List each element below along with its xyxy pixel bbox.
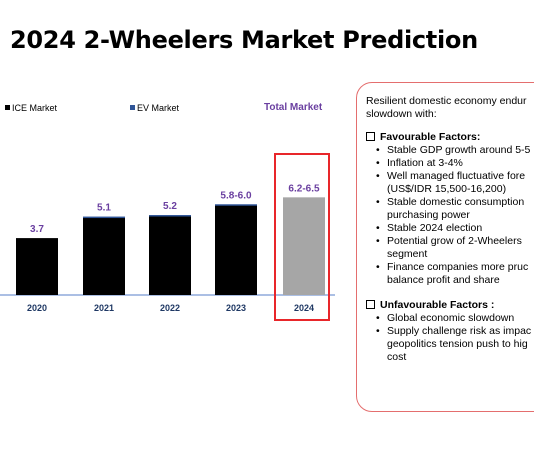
- checkbox-icon: [366, 300, 375, 309]
- factor-item-line: Finance companies more pruc: [387, 261, 529, 273]
- factor-item-line: Stable 2024 election: [387, 222, 483, 234]
- factor-item-line: Supply challenge risk as impac: [387, 325, 532, 337]
- bar-ev-2021: [83, 216, 125, 219]
- legend-total-label: Total Market: [264, 102, 323, 113]
- intro-line: slowdown with:: [366, 108, 437, 120]
- data-label-2020: 3.7: [30, 224, 44, 235]
- factor-item-line: Well managed fluctuative fore: [387, 170, 526, 182]
- favourable-heading: Favourable Factors:: [366, 131, 534, 144]
- data-label-2022: 5.2: [163, 201, 177, 212]
- factor-item-line: (US$/IDR 15,500-16,200): [387, 183, 507, 195]
- bar-ev-2022: [149, 215, 191, 217]
- bar-ev-2023: [215, 204, 257, 206]
- bar-ice-2021: [83, 217, 125, 295]
- page-title: 2024 2-Wheelers Market Prediction: [10, 26, 478, 54]
- legend-ev: EV Market: [130, 103, 179, 113]
- favourable-title: Favourable Factors:: [380, 131, 481, 143]
- legend-ice: ICE Market: [5, 103, 57, 113]
- data-label-2024: 6.2-6.5: [288, 183, 320, 194]
- panel-intro: Resilient domestic economy endur slowdow…: [366, 95, 534, 121]
- bar-chart: 3.7 2020 5.1 2021 5.2 2022 5.8-6.0 2023 6.2-6.5 2…: [0, 183, 335, 313]
- factor-item: Inflation at 3-4%: [376, 157, 534, 170]
- factor-item-line: purchasing power: [387, 209, 470, 221]
- legend-ice-label: ICE Market: [12, 103, 58, 113]
- factors-panel: Resilient domestic economy endur slowdow…: [356, 82, 534, 412]
- x-tick-label-2021: 2021: [94, 303, 114, 313]
- data-label-2021: 5.1: [97, 203, 111, 214]
- x-tick-label-2022: 2022: [160, 303, 180, 313]
- data-label-2023: 5.8-6.0: [220, 190, 252, 201]
- factor-item: Stable 2024 election: [376, 222, 534, 235]
- intro-line: Resilient domestic economy endur: [366, 95, 527, 107]
- factor-item-line: geopolitics tension push to hig: [387, 338, 528, 350]
- bar-ice-2022: [149, 215, 191, 295]
- factor-item: Global economic slowdown: [376, 312, 534, 325]
- factor-item-line: segment: [387, 248, 428, 260]
- factor-item-line: Potential grow of 2-Wheelers: [387, 235, 522, 247]
- unfavourable-title: Unfavourable Factors :: [380, 299, 495, 311]
- factor-item-line: balance profit and share: [387, 274, 500, 286]
- legend-ev-swatch: [130, 105, 135, 110]
- x-tick-label-2023: 2023: [226, 303, 246, 313]
- checkbox-icon: [366, 132, 375, 141]
- unfavourable-heading: Unfavourable Factors :: [366, 299, 534, 312]
- factor-item-line: Global economic slowdown: [387, 312, 515, 324]
- legend-ev-label: EV Market: [137, 103, 180, 113]
- factor-item-line: cost: [387, 351, 407, 363]
- factor-item-line: Stable domestic consumption: [387, 196, 525, 208]
- legend-ice-swatch: [5, 105, 10, 110]
- factor-item-line: Stable GDP growth around 5-5: [387, 144, 531, 156]
- highlight-box-2024: [274, 153, 330, 321]
- factor-item: Stable GDP growth around 5-5: [376, 144, 534, 157]
- factor-item: Supply challenge risk as impacgeopolitic…: [376, 325, 534, 364]
- unfavourable-list: Global economic slowdownSupply challenge…: [376, 312, 534, 364]
- bar-ice-2023: [215, 205, 257, 295]
- bar-total-2024: [283, 197, 325, 295]
- factor-item-line: Inflation at 3-4%: [387, 157, 463, 169]
- factor-item: Well managed fluctuative fore(US$/IDR 15…: [376, 170, 534, 196]
- x-tick-label-2020: 2020: [27, 303, 47, 313]
- favourable-list: Stable GDP growth around 5-5Inflation at…: [376, 144, 534, 287]
- bar-ice-2020: [16, 238, 58, 295]
- x-tick-label-2024: 2024: [294, 303, 314, 313]
